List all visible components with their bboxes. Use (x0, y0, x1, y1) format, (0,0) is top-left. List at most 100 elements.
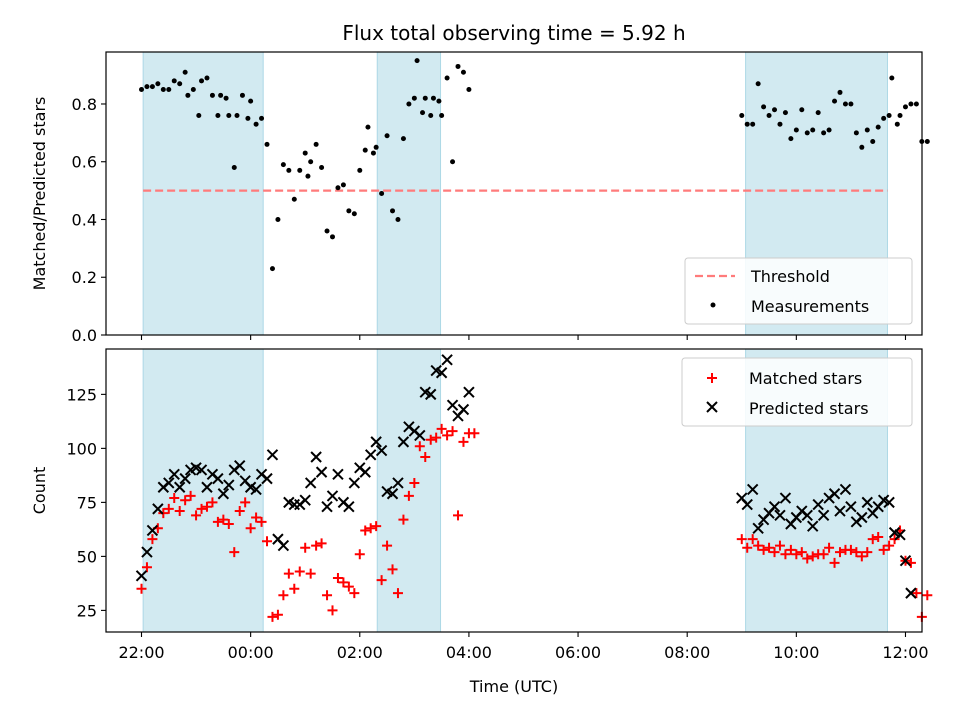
predicted-point (463, 386, 475, 398)
matched-point (180, 495, 191, 506)
plot-frame (105, 51, 923, 336)
predicted-point (774, 509, 786, 522)
measurement-point (308, 159, 314, 165)
measurement-point (761, 104, 767, 110)
y-tick-label: 0.2 (72, 268, 97, 287)
measurement-point (902, 104, 908, 110)
measurement-point (253, 121, 259, 127)
measurement-point (384, 133, 390, 139)
predicted-point (201, 481, 213, 493)
observing-window-2 (376, 51, 442, 336)
predicted-point (141, 546, 153, 558)
legend-label: Measurements (751, 297, 869, 316)
measurement-point (406, 101, 412, 107)
matched-point (343, 581, 354, 592)
measurement-point (365, 124, 371, 130)
matched-point (272, 609, 283, 620)
matched-point (207, 497, 218, 508)
measurement-point (870, 139, 876, 145)
measurement-point (821, 130, 827, 136)
measurement-point (810, 127, 816, 133)
measurement-point (436, 98, 442, 104)
matched-point (371, 521, 382, 532)
matched-point (453, 510, 464, 521)
matched-point (136, 583, 147, 594)
x-axis-label: Time (UTC) (469, 677, 558, 696)
measurement-point (177, 81, 183, 87)
matched-point (442, 430, 453, 441)
measurement-point (239, 92, 245, 98)
matched-point (873, 531, 884, 542)
y-tick-label: 0.8 (72, 95, 97, 114)
predicted-point (752, 522, 764, 535)
matched-point (764, 542, 775, 553)
measurement-point (444, 75, 450, 81)
predicted-point (179, 472, 191, 485)
x-tick-label: 10:00 (773, 643, 819, 662)
x-tick-label: 12:00 (882, 643, 928, 662)
predicted-point (768, 500, 781, 513)
matched-point (807, 551, 818, 562)
measurement-point (245, 115, 251, 121)
legend-predicted-swatch (706, 401, 718, 413)
measurement-point (777, 121, 783, 127)
matched-point (431, 432, 442, 443)
y-tick-label: 0.6 (72, 153, 97, 172)
matched-point (191, 510, 202, 521)
predicted-point (223, 479, 235, 491)
series-predicted-stars (135, 354, 917, 599)
matched-point (862, 547, 873, 558)
predicted-point (348, 477, 361, 489)
measurement-point (793, 127, 799, 133)
matched-point (398, 514, 409, 525)
y-tick-label: 50 (77, 547, 97, 566)
predicted-point (779, 492, 792, 504)
measurement-point (329, 234, 335, 240)
measurement-point (160, 87, 166, 93)
measurement-point (259, 115, 265, 121)
series-measurements (139, 58, 930, 272)
matched-point (856, 551, 867, 562)
predicted-point (834, 505, 846, 517)
matched-point (349, 588, 360, 599)
measurement-point (324, 228, 330, 234)
predicted-point (359, 466, 371, 478)
measurement-point (139, 87, 144, 93)
predicted-point (234, 459, 246, 472)
measurement-point (185, 92, 191, 98)
measurement-point (411, 95, 417, 101)
measurement-point (772, 107, 778, 113)
predicted-point (894, 529, 906, 541)
matched-point (169, 493, 180, 504)
matched-point (311, 540, 322, 551)
matched-point (436, 423, 447, 434)
x-tick-label: 08:00 (664, 643, 710, 662)
predicted-point (883, 496, 895, 509)
predicted-point (845, 500, 857, 513)
matched-point (332, 572, 343, 583)
measurement-point (439, 113, 445, 119)
matched-point (338, 577, 349, 588)
matched-point (884, 540, 895, 551)
measurement-point (302, 150, 308, 156)
x-tick-label: 00:00 (228, 643, 274, 662)
measurement-point (837, 89, 843, 95)
matched-point (163, 503, 174, 514)
legend-matched-swatch (707, 373, 717, 383)
matched-point (758, 544, 769, 555)
measurement-point (897, 113, 903, 119)
predicted-point (828, 488, 841, 500)
observing-window-1 (142, 51, 264, 336)
measurement-point (190, 87, 196, 93)
measurement-point (460, 69, 466, 75)
measurement-point (739, 113, 745, 119)
predicted-point (168, 468, 180, 481)
measurement-point (428, 113, 434, 119)
legend-box (681, 357, 913, 427)
legend: Threshold Measurements (684, 257, 913, 325)
measurement-point (864, 127, 870, 133)
y-tick-label: 125 (66, 385, 97, 404)
measurement-point (782, 110, 788, 116)
predicted-point (801, 509, 813, 522)
